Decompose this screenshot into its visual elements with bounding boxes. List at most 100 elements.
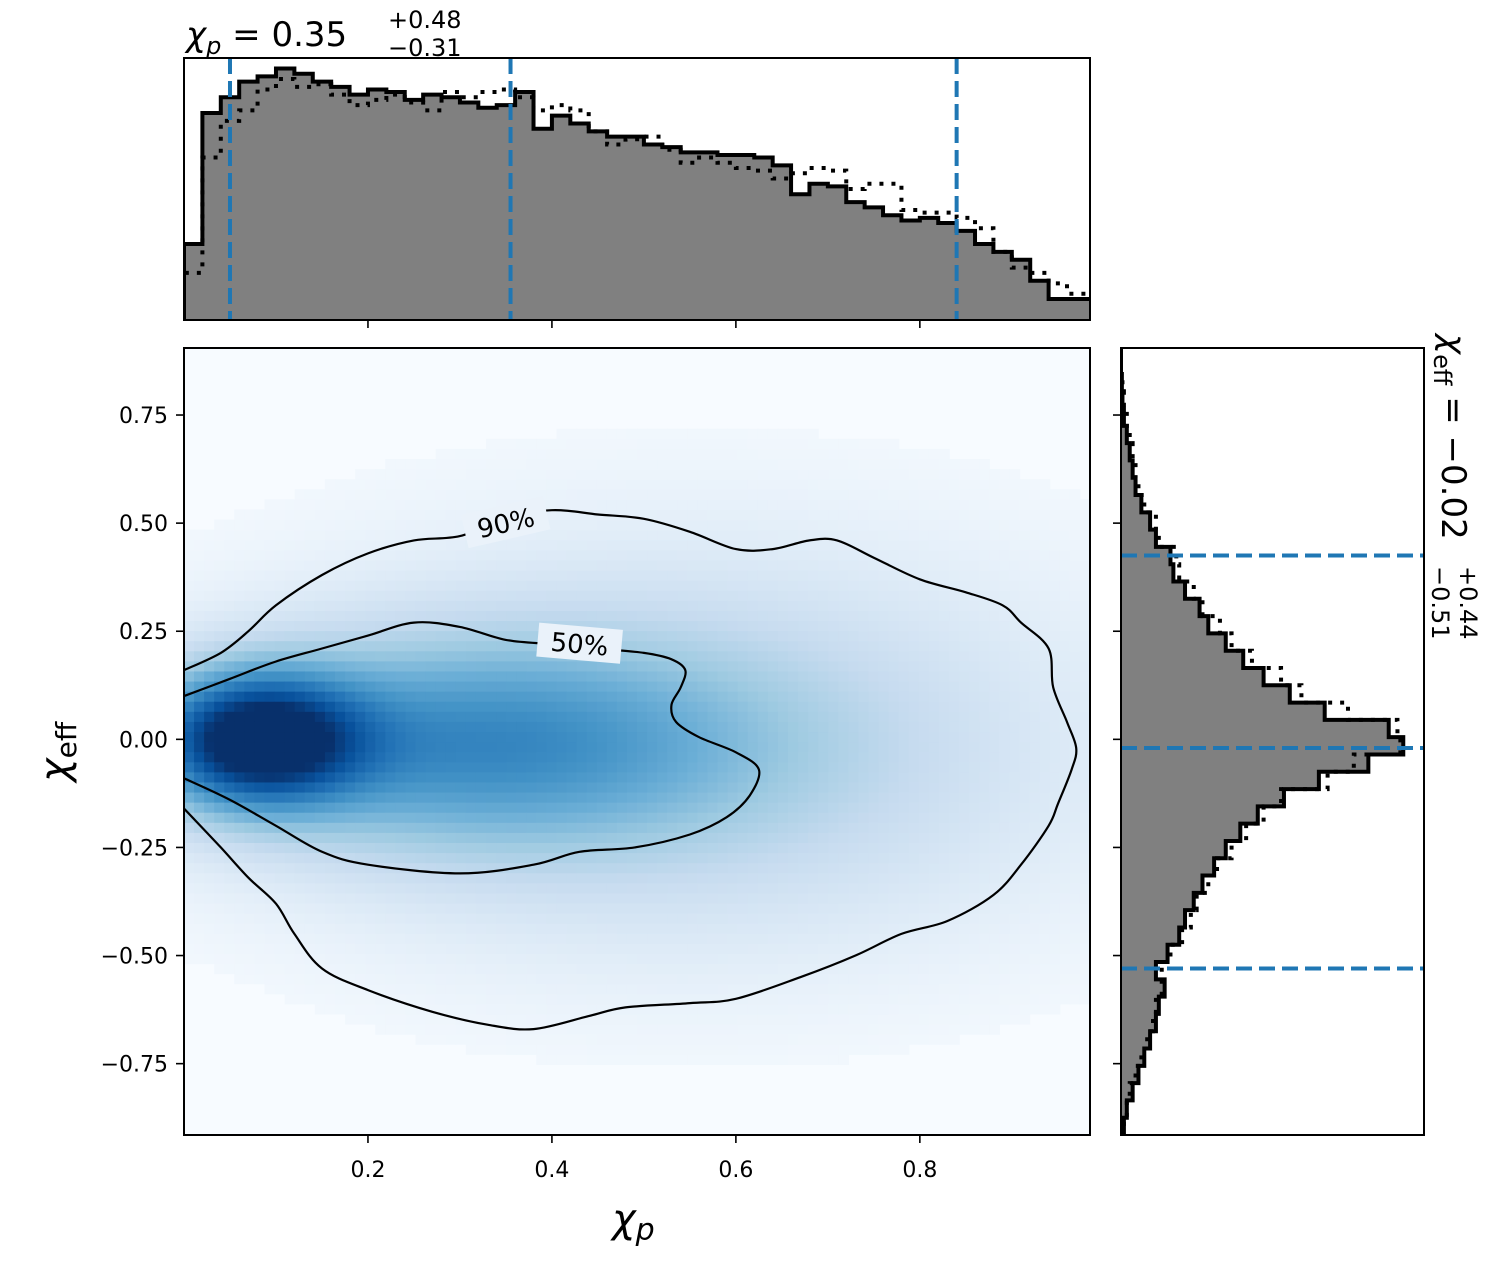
heatmap-cell (586, 812, 598, 823)
heatmap-cell (365, 680, 376, 692)
heatmap-cell (959, 610, 970, 622)
heatmap-cell (526, 802, 537, 813)
heatmap-cell (697, 933, 709, 944)
heatmap-cell (757, 1013, 769, 1025)
heatmap-cell (838, 933, 849, 944)
heatmap-cell (415, 469, 427, 480)
heatmap-cell (606, 469, 618, 480)
heatmap-cell (516, 943, 527, 954)
heatmap-cell (506, 832, 517, 843)
heatmap-cell (687, 650, 698, 662)
heatmap-cell (526, 711, 537, 722)
heatmap-cell (667, 933, 678, 944)
heatmap-cell (808, 812, 819, 823)
heatmap-cell (969, 580, 980, 591)
heatmap-cell (979, 923, 990, 934)
heatmap-cell (566, 559, 578, 571)
heatmap-cell (274, 872, 286, 884)
heatmap-cell (445, 600, 457, 611)
heatmap-cell (204, 640, 215, 652)
heatmap-cell (848, 963, 860, 975)
heatmap-cell (707, 539, 719, 551)
heatmap-cell (989, 529, 1000, 541)
heatmap-cell (727, 630, 739, 642)
heatmap-cell (556, 1044, 568, 1055)
heatmap-cell (566, 872, 578, 884)
heatmap-cell (546, 479, 558, 490)
heatmap-cell (798, 569, 809, 581)
heatmap-cell (848, 549, 860, 561)
heatmap-cell (345, 721, 356, 733)
heatmap-cell (576, 428, 588, 440)
heatmap-cell (586, 428, 598, 440)
heatmap-cell (606, 923, 618, 934)
heatmap-cell (254, 650, 266, 662)
heatmap-cell (355, 519, 366, 531)
heatmap-cell (576, 913, 588, 924)
heatmap-cell (204, 580, 215, 591)
heatmap-cell (687, 489, 698, 500)
heatmap-cell (546, 761, 558, 773)
heatmap-cell (606, 499, 618, 511)
heatmap-cell (194, 771, 205, 783)
heatmap-cell (999, 983, 1011, 995)
heatmap-cell (214, 650, 225, 662)
heatmap-cell (486, 902, 497, 914)
heatmap-cell (556, 993, 568, 1005)
heatmap-cell (536, 600, 547, 611)
heatmap-cell (194, 892, 205, 904)
heatmap-cell (365, 519, 376, 531)
heatmap-cell (989, 610, 1000, 622)
heatmap-cell (566, 842, 578, 854)
heatmap-cell (858, 802, 870, 813)
heatmap-cell (506, 741, 517, 753)
joint-panel: 90%50% 0.2 0.4 0.6 0.80.750.500.250.00−0.25… (32, 347, 1091, 1248)
heatmap-cell (777, 549, 789, 561)
heatmap-cell (1039, 580, 1051, 591)
heatmap-cell (345, 933, 356, 944)
heatmap-cell (365, 892, 376, 904)
heatmap-cell (626, 822, 638, 833)
heatmap-cell (717, 731, 729, 743)
heatmap-cell (637, 529, 648, 541)
heatmap-cell (878, 892, 890, 904)
heatmap-cell (556, 913, 568, 924)
heatmap-cell (939, 711, 950, 722)
heatmap-cell (536, 791, 547, 803)
heatmap-cell (586, 559, 598, 571)
heatmap-cell (526, 1003, 537, 1015)
heatmap-cell (1019, 650, 1031, 662)
heatmap-cell (516, 660, 527, 672)
heatmap-cell (606, 479, 618, 490)
heatmap-cell (596, 751, 608, 763)
heatmap-cell (566, 660, 578, 672)
heatmap-cell (858, 660, 870, 672)
heatmap-cell (616, 802, 628, 813)
heatmap-cell (455, 802, 467, 813)
heatmap-cell (898, 963, 910, 975)
heatmap-cell (637, 902, 648, 914)
heatmap-cell (949, 519, 960, 531)
heatmap-cell (677, 731, 688, 743)
heatmap-cell (234, 680, 245, 692)
heatmap-cell (918, 479, 930, 490)
heatmap-cell (385, 781, 396, 793)
heatmap-cell (808, 1044, 819, 1055)
heatmap-cell (536, 892, 547, 904)
heatmap-cell (788, 660, 799, 672)
heatmap-cell (304, 842, 316, 854)
heatmap-cell (888, 539, 900, 551)
heatmap-cell (1039, 832, 1051, 843)
heatmap-cell (777, 1013, 789, 1025)
heatmap-cell (556, 872, 568, 884)
heatmap-cell (878, 630, 890, 642)
heatmap-cell (949, 741, 960, 753)
heatmap-cell (767, 902, 779, 914)
heatmap-cell (314, 590, 326, 601)
heatmap-cell (415, 701, 427, 712)
heatmap-cell (727, 963, 739, 975)
heatmap-cell (365, 620, 376, 632)
heatmap-cell (647, 832, 658, 843)
heatmap-cell (989, 691, 1000, 702)
heatmap-cell (908, 529, 920, 541)
